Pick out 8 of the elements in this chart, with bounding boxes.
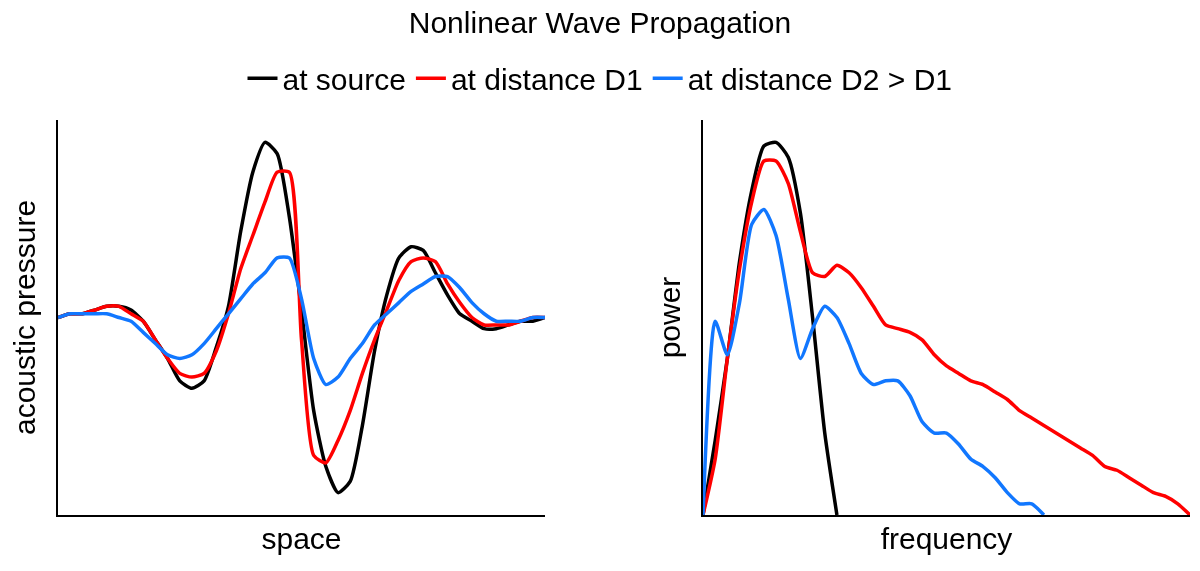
x-axis-title: space [261, 522, 342, 555]
y-axis-title: acoustic pressure [7, 199, 41, 436]
legend-label: at source [282, 62, 406, 96]
y-axis-title: power [652, 276, 686, 359]
chart-title: Nonlinear Wave Propagation [408, 6, 792, 40]
x-axis-title: frequency [880, 522, 1013, 555]
legend-label: at distance D1 [450, 62, 643, 96]
legend-label: at distance D2 > D1 [687, 62, 953, 96]
